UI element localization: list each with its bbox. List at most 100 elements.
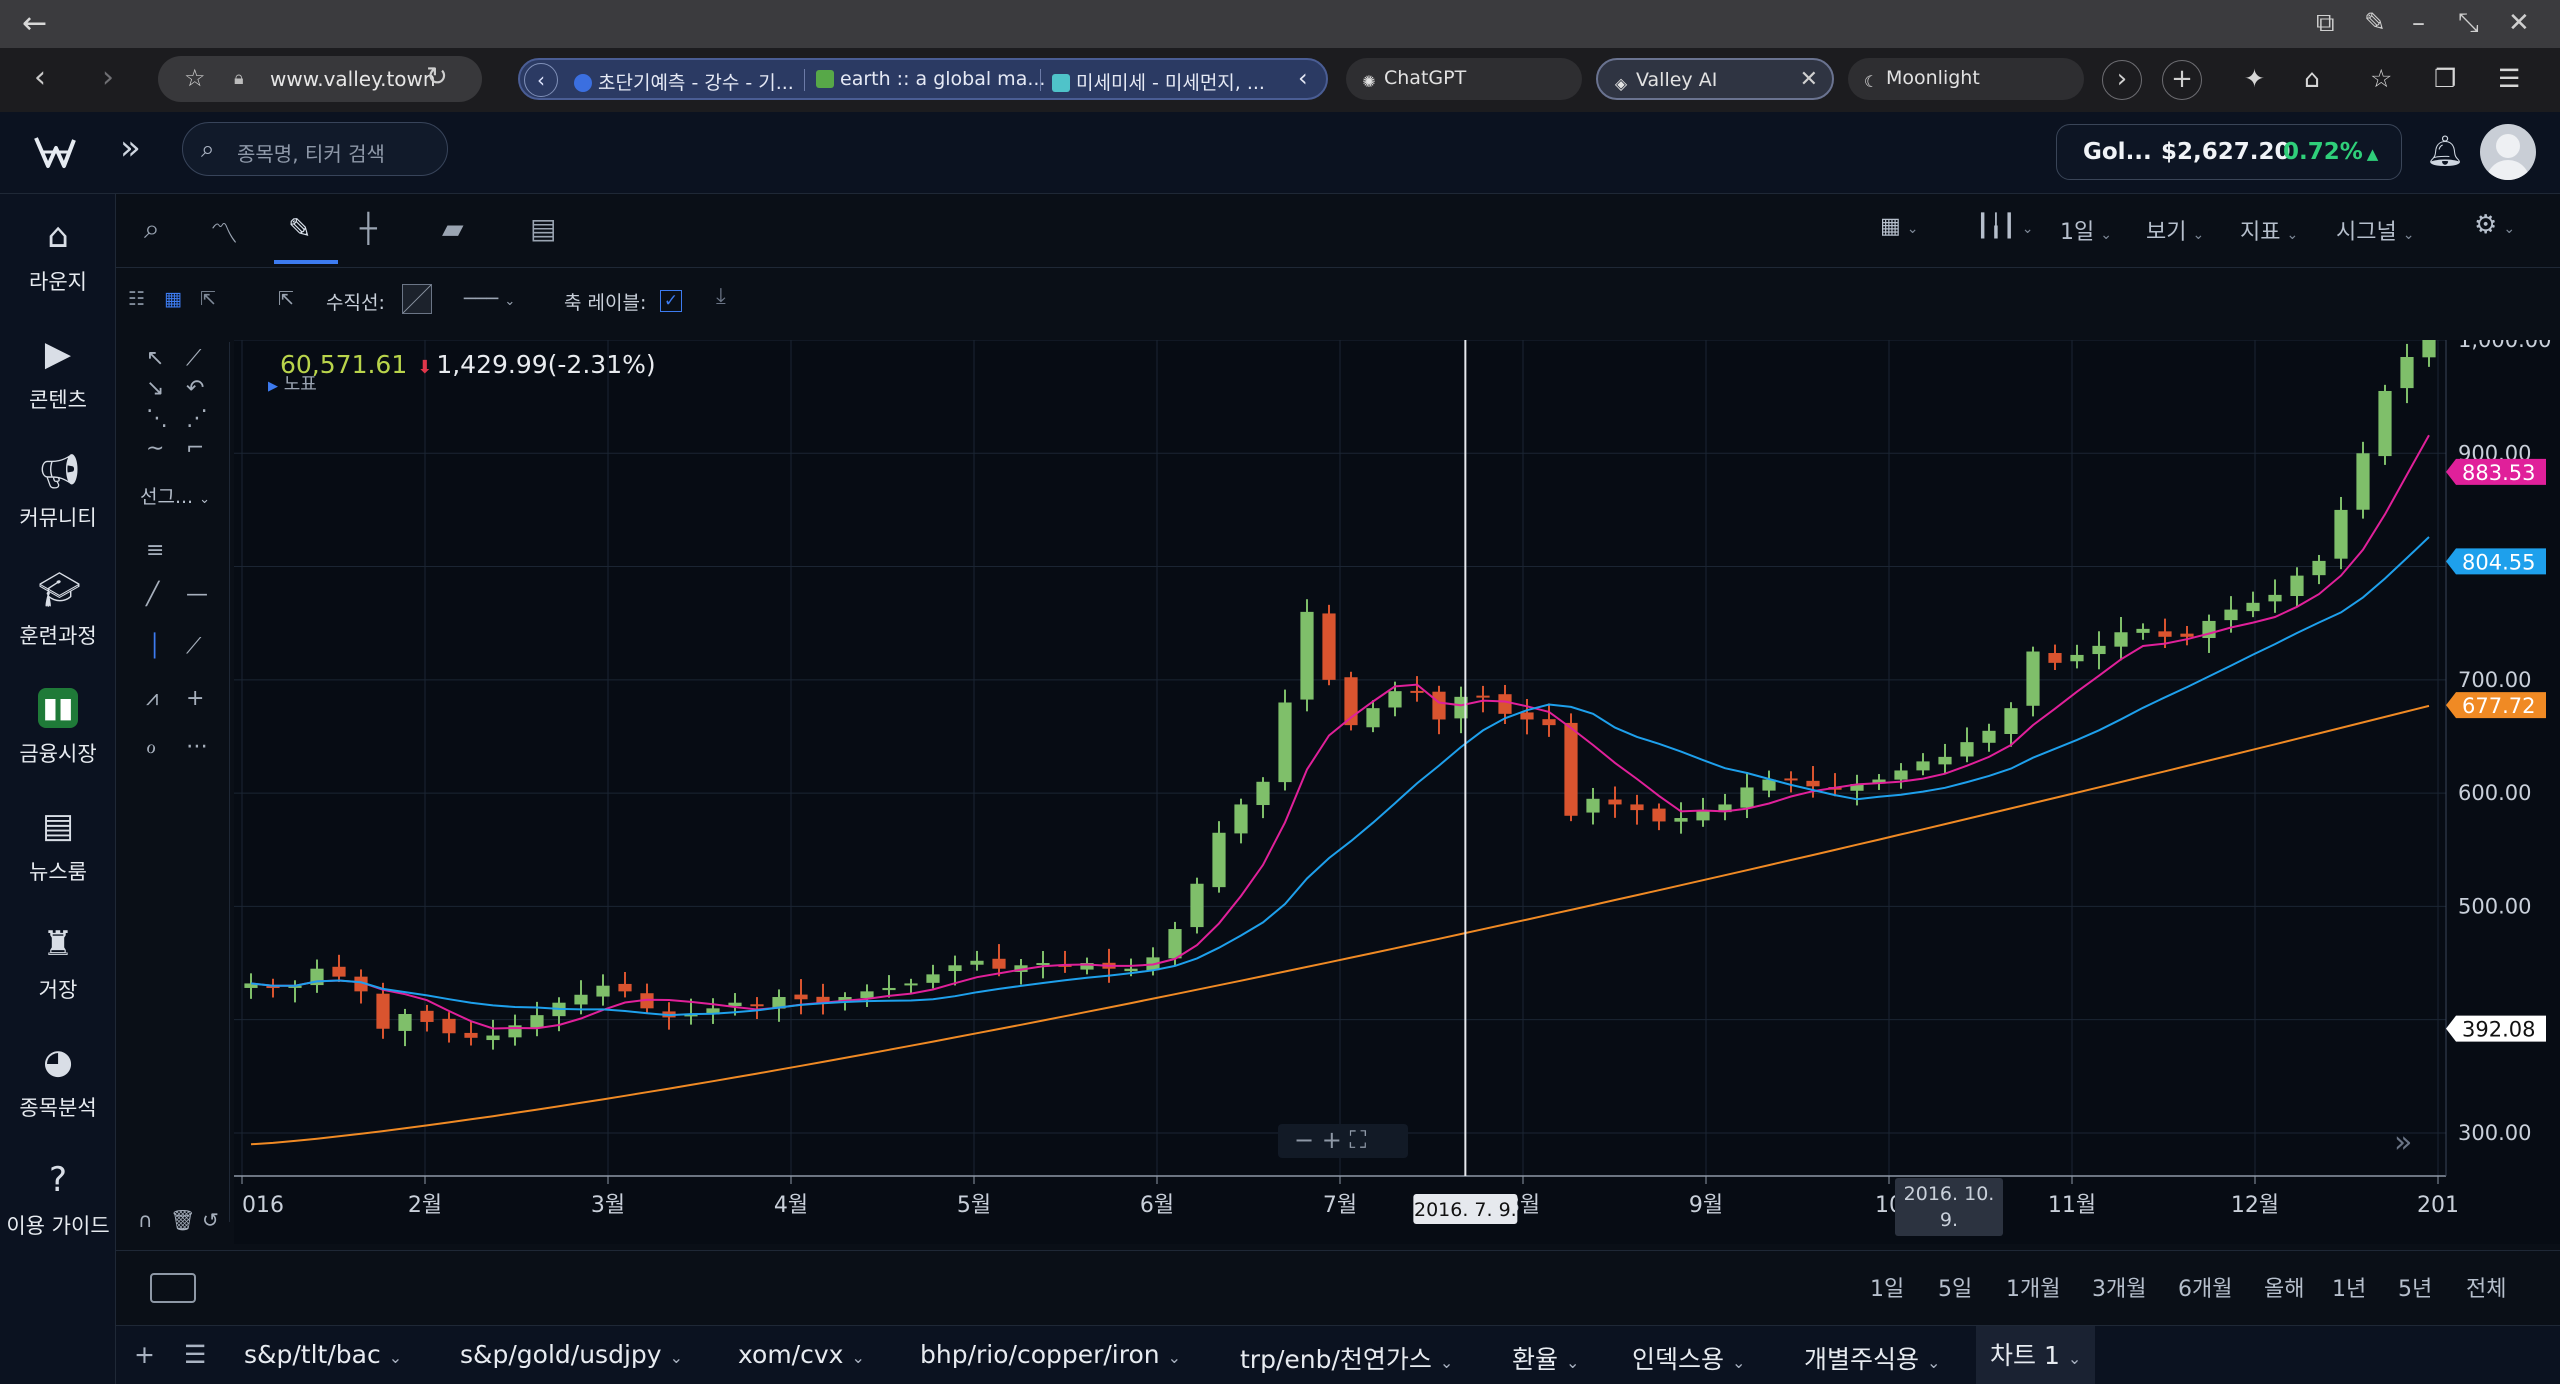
expand-sidebar-icon[interactable]: » xyxy=(120,128,141,168)
favorite-lines-icon[interactable]: ≡ xyxy=(146,538,165,563)
pin-icon[interactable]: ✎ xyxy=(2364,8,2386,38)
dotted-diagonal-icon[interactable]: ⋰ xyxy=(186,406,208,431)
download-icon[interactable]: ⤓ xyxy=(716,284,726,309)
avatar[interactable] xyxy=(2480,124,2536,180)
bookmark-star-icon[interactable]: ☆ xyxy=(184,64,206,92)
comment-icon[interactable]: ▰ xyxy=(442,212,464,245)
keyboard-icon[interactable] xyxy=(150,1273,196,1303)
tab-valley-ai[interactable]: ◈ Valley AI ✕ xyxy=(1596,58,1834,100)
segment-line-icon[interactable]: ⟋ xyxy=(186,634,202,659)
new-tab-icon[interactable]: + xyxy=(2162,60,2202,100)
range-all[interactable]: 전체 xyxy=(2466,1277,2507,1302)
range-1d[interactable]: 1일 xyxy=(1870,1277,1905,1302)
shrink-icon[interactable]: ⤡ xyxy=(2458,8,2479,38)
address-bar[interactable]: ☆ 🔒︎ www.valley.town ↻ xyxy=(158,56,482,102)
tab-chatgpt[interactable]: ✺ ChatGPT xyxy=(1346,58,1582,100)
tab-group-scroll-left-icon[interactable]: ‹ xyxy=(524,63,558,97)
settings-button[interactable]: ⚙ ⌄ xyxy=(2474,210,2515,240)
layout-grid-button[interactable]: ▦ ⌄ xyxy=(1880,214,1919,239)
ticker-pill-gold[interactable]: Gol... $2,627.20 0.72% ▲ xyxy=(2056,124,2402,180)
range-5y[interactable]: 5년 xyxy=(2398,1277,2433,1302)
workspace-tab[interactable]: 인덱스용 ⌄ xyxy=(1632,1340,1745,1376)
range-1m[interactable]: 1개월 xyxy=(2006,1277,2061,1302)
brush-icon[interactable]: ⟋ xyxy=(186,346,202,371)
sidebar-item-masters[interactable]: ♜ 거장 xyxy=(0,902,116,1020)
browser-back-icon[interactable]: ‹ xyxy=(34,60,46,95)
tab-moonlight[interactable]: ☾ Moonlight xyxy=(1848,58,2084,100)
minimize-icon[interactable]: – xyxy=(2412,8,2425,38)
list-panel-icon[interactable]: ▤ xyxy=(530,212,557,245)
range-5d[interactable]: 5일 xyxy=(1938,1277,1973,1302)
sidebar-item-lounge[interactable]: ⌂ 라운지 xyxy=(0,194,116,312)
cursor-icon[interactable]: ↖ xyxy=(146,346,165,371)
zoom-search-icon[interactable]: ⌕ xyxy=(144,212,160,245)
price-chart[interactable]: 1,000.00 900.00 700.00 600.00 500.00 300.00 01… xyxy=(234,340,2560,1244)
popout-icon[interactable]: ⇱ xyxy=(200,288,216,310)
undo-icon[interactable]: ↺ xyxy=(202,1208,219,1232)
sidebar-item-contents[interactable]: ▶ 콘텐츠 xyxy=(0,312,116,430)
indicators-menu[interactable]: 지표 ⌄ xyxy=(2240,214,2298,246)
favorites-icon[interactable]: ☆ xyxy=(2370,64,2393,93)
range-1y[interactable]: 1년 xyxy=(2332,1277,2367,1302)
grid-view-icon[interactable]: ▦ xyxy=(164,288,182,310)
workspace-tab-active[interactable]: 차트 1 ⌄ xyxy=(1976,1326,2096,1384)
line-style-select[interactable]: ─── ⌄ xyxy=(464,288,516,310)
magnet-icon[interactable]: ∩ xyxy=(138,1208,153,1232)
url-text[interactable]: www.valley.town xyxy=(270,67,436,91)
dotted-line-icon[interactable]: ⋱ xyxy=(146,406,168,431)
sidebar-item-newsroom[interactable]: ▤ 뉴스룸 xyxy=(0,784,116,902)
sidebar-item-markets[interactable]: ▮▮ 금융시장 xyxy=(0,666,116,784)
candlestick-chart-svg[interactable]: 1,000.00900.00700.00600.00500.00300.0001… xyxy=(234,340,2560,1244)
workspace-tab[interactable]: 개별주식용 ⌄ xyxy=(1804,1340,1940,1376)
menu-icon[interactable]: ☰ xyxy=(2498,64,2521,93)
range-ytd[interactable]: 올해 xyxy=(2264,1277,2305,1302)
add-workspace-icon[interactable]: + xyxy=(134,1340,155,1369)
close-window-icon[interactable]: ✕ xyxy=(2508,8,2530,38)
pencil-icon[interactable]: ✎ xyxy=(288,212,312,245)
collections-icon[interactable]: ❐ xyxy=(2434,64,2457,93)
tab-group-collapse-icon[interactable]: ‹ xyxy=(1298,64,1308,92)
ticker-search-input[interactable]: ⌕ 종목명, 티커 검색 xyxy=(182,122,448,176)
signals-menu[interactable]: 시그널 ⌄ xyxy=(2336,214,2414,246)
freehand-icon[interactable]: ℴ xyxy=(146,734,157,759)
crosshair-icon[interactable]: ┼ xyxy=(360,212,377,245)
dashed-icon[interactable]: ⌐ xyxy=(186,436,205,461)
cross-line-icon[interactable]: + xyxy=(186,686,205,711)
sidebar-item-community[interactable]: 📢︎ 커뮤니티 xyxy=(0,430,116,548)
range-3m[interactable]: 3개월 xyxy=(2092,1277,2147,1302)
back-arrow-icon[interactable]: ← xyxy=(22,6,48,41)
wave-icon[interactable]: ∼ xyxy=(146,436,165,461)
list-view-icon[interactable]: ☷ xyxy=(128,288,146,310)
tab-dust[interactable]: 미세미세 - 미세먼지, ... xyxy=(1052,68,1265,95)
arrow-tool-icon[interactable]: ↘ xyxy=(146,376,165,401)
line-color-swatch[interactable] xyxy=(402,284,432,314)
external-link-icon[interactable]: ⇱ xyxy=(278,288,294,310)
sidebar-item-stock-analysis[interactable]: ◕ 종목분석 xyxy=(0,1020,116,1138)
workspace-tab[interactable]: xom/cvx ⌄ xyxy=(738,1340,865,1369)
close-tab-icon[interactable]: ✕ xyxy=(1799,67,1818,92)
home-browser-icon[interactable]: ⌂ xyxy=(2304,64,2320,93)
workspace-tab[interactable]: s&p/tlt/bac ⌄ xyxy=(244,1340,402,1369)
line-type-select[interactable]: 선그... ⌄ xyxy=(140,482,210,509)
range-6m[interactable]: 6개월 xyxy=(2178,1277,2233,1302)
extensions-icon[interactable]: ✦ xyxy=(2244,64,2265,93)
curve-arrow-icon[interactable]: ↶ xyxy=(186,376,205,401)
tab-weather[interactable]: 초단기예측 - 강수 - 기... xyxy=(574,68,794,95)
horizontal-line-icon[interactable]: — xyxy=(186,582,208,607)
browser-forward-icon[interactable]: › xyxy=(102,60,114,95)
sidebar-item-training[interactable]: 🎓︎ 훈련과정 xyxy=(0,548,116,666)
vertical-line-icon[interactable]: │ xyxy=(148,634,162,659)
valley-logo-icon[interactable] xyxy=(30,128,78,176)
interval-select[interactable]: 1일 ⌄ xyxy=(2060,214,2112,246)
workspace-tab[interactable]: bhp/rio/copper/iron ⌄ xyxy=(920,1340,1181,1369)
sidebar-item-guide[interactable]: ? 이용 가이드 xyxy=(0,1138,116,1256)
workspace-tab[interactable]: s&p/gold/usdjpy ⌄ xyxy=(460,1340,683,1369)
ray-line-icon[interactable]: ╱ xyxy=(146,582,160,607)
trash-icon[interactable]: 🗑︎ xyxy=(170,1208,196,1232)
notification-bell-icon[interactable]: 🔔︎ xyxy=(2426,134,2465,169)
parallel-channel-icon[interactable]: ⋯ xyxy=(186,734,208,759)
workspace-list-icon[interactable]: ☰ xyxy=(184,1340,207,1369)
collapse-triangle-icon[interactable]: ▶ xyxy=(268,379,278,394)
view-menu[interactable]: 보기 ⌄ xyxy=(2146,214,2204,246)
candle-type-button[interactable]: ┃╽┃ ⌄ xyxy=(1976,214,2033,239)
